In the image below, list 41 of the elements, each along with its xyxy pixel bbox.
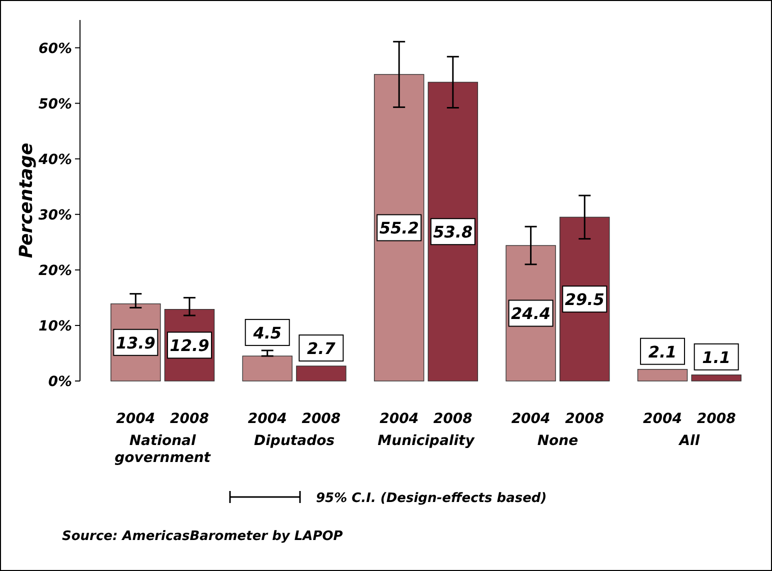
data-label: 13.9: [116, 333, 156, 352]
y-tick-label: 30%: [38, 207, 72, 224]
bar: [374, 74, 424, 382]
data-label: 29.5: [564, 290, 604, 310]
text: 2008: [302, 411, 341, 427]
x-tick-label: Diputados: [254, 433, 335, 449]
data-label: 1.1: [702, 348, 731, 367]
bar: [637, 368, 688, 382]
data-label: 12.9: [170, 336, 210, 356]
text: 95% C.I. (Design-effects based): [316, 491, 547, 506]
bar: [428, 82, 478, 382]
text: 2008: [170, 411, 210, 427]
text: 2004: [643, 411, 682, 427]
y-tick-label: 50%: [38, 96, 72, 112]
data-label: 2.1: [648, 342, 677, 362]
y-tick-label: 0%: [48, 374, 72, 390]
text: 2004: [116, 411, 156, 427]
text: 2008: [696, 411, 736, 427]
text: 2008: [565, 411, 604, 427]
y-tick-label: 40%: [37, 152, 72, 168]
text: 2004: [511, 411, 550, 427]
x-tick-label: National government: [114, 433, 212, 466]
y-tick-label: 10%: [38, 318, 72, 334]
data-label: 55.2: [379, 218, 419, 238]
y-tick-label: 20%: [38, 262, 72, 279]
x-tick-label: Municipality: [378, 433, 476, 449]
data-label: 2.7: [307, 339, 336, 358]
bar: [691, 374, 742, 382]
text: 2004: [248, 411, 287, 427]
source-note: Source: AmericasBarometer by LAPOP: [62, 529, 344, 544]
data-label: 24.4: [511, 304, 551, 324]
data-label: 53.8: [433, 222, 473, 242]
bar: [296, 366, 346, 382]
x-tick-label: All: [678, 433, 700, 449]
data-label: 4.5: [252, 323, 282, 342]
x-tick-label: None: [537, 433, 578, 449]
bar: [242, 356, 292, 382]
text: 2004: [380, 411, 419, 427]
text: 2008: [433, 411, 472, 427]
y-axis-title: Percentage: [16, 142, 37, 258]
y-tick-label: 60%: [38, 40, 72, 57]
